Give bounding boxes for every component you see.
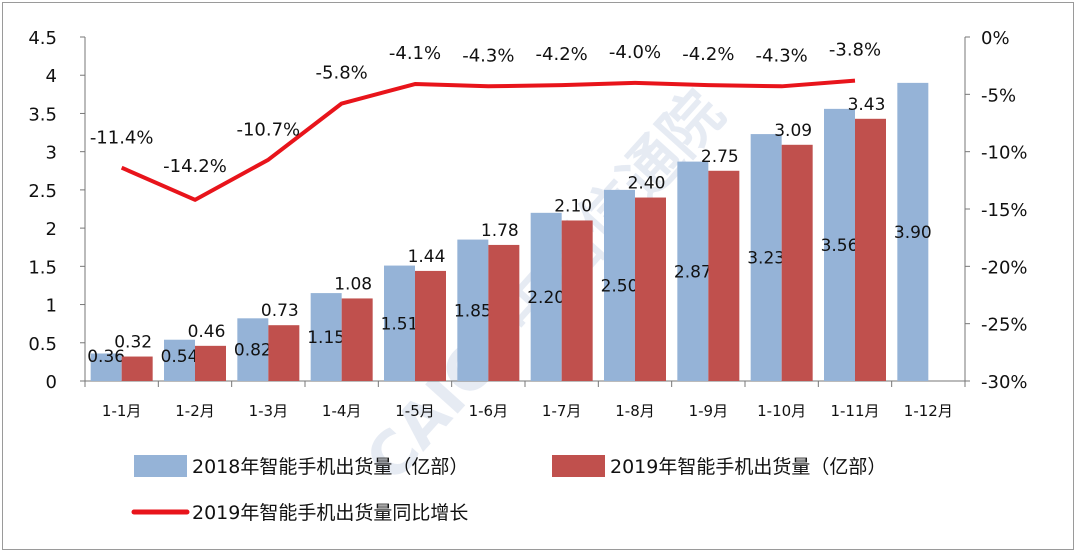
- growth-label: -4.2%: [536, 44, 588, 65]
- data-label-2019: 0.73: [261, 301, 299, 321]
- data-label-2019: 1.78: [481, 221, 519, 241]
- x-tick-label: 1-7月: [542, 402, 582, 420]
- bar-2018: [604, 189, 635, 381]
- growth-label: -11.4%: [90, 128, 154, 149]
- y-tick-label: 0.5: [28, 334, 57, 355]
- data-label-2018: 0.82: [234, 341, 272, 361]
- bar-2019: [488, 244, 520, 381]
- bar-2018: [677, 161, 709, 381]
- bar-2019: [268, 325, 300, 381]
- y-tick-label: 2: [46, 219, 57, 240]
- data-label-2019: 3.43: [848, 95, 886, 115]
- data-label-2018: 1.51: [381, 314, 419, 334]
- growth-label: -4.0%: [609, 42, 661, 63]
- y-tick-label: 0: [46, 372, 57, 393]
- data-label-2019: 2.75: [701, 147, 739, 167]
- data-label-2019: 1.44: [408, 247, 446, 267]
- bar-2018: [310, 293, 342, 381]
- bar-2019: [635, 197, 666, 381]
- data-label-2019: 3.09: [774, 121, 812, 141]
- bar-2018: [457, 239, 489, 381]
- bar-2019: [561, 220, 593, 381]
- y2-tick-label: -5%: [981, 85, 1016, 106]
- growth-label: -4.3%: [756, 45, 808, 66]
- y-tick-label: 1.5: [28, 257, 57, 278]
- y2-tick-label: 0%: [981, 28, 1010, 49]
- bar-2018: [897, 82, 929, 381]
- y-tick-label: 4.5: [28, 28, 57, 49]
- data-label-2018: 1.85: [454, 301, 492, 321]
- x-tick-label: 1-8月: [615, 402, 655, 420]
- x-tick-label: 1-9月: [689, 402, 729, 420]
- data-label-2018: 2.50: [601, 276, 639, 296]
- data-label-2019: 2.40: [628, 174, 666, 194]
- x-tick-label: 1-1月: [102, 402, 142, 420]
- x-tick-label: 1-4月: [322, 402, 362, 420]
- y2-tick-label: -20%: [981, 257, 1028, 278]
- x-tick-label: 1-6月: [469, 402, 509, 420]
- data-label-2019: 2.10: [554, 196, 592, 216]
- growth-label: -3.8%: [829, 40, 881, 61]
- y-tick-label: 4: [46, 66, 57, 87]
- x-tick-label: 1-2月: [175, 402, 215, 420]
- data-label-2018: 3.56: [821, 236, 859, 256]
- bar-2019: [121, 356, 153, 381]
- legend-label-growth: 2019年智能手机出货量同比增长: [192, 502, 468, 524]
- chart-frame: [2, 2, 1074, 550]
- data-label-2018: 2.87: [674, 262, 712, 282]
- legend-swatch-2018: [134, 455, 187, 477]
- y-tick-label: 3.5: [28, 104, 57, 125]
- y-tick-label: 2.5: [28, 181, 57, 202]
- data-label-2018: 1.15: [307, 328, 345, 348]
- bar-2019: [781, 144, 813, 381]
- bar-2019: [341, 298, 373, 381]
- bar-2018: [90, 353, 122, 381]
- y-tick-label: 3: [46, 143, 57, 164]
- growth-label: -10.7%: [236, 120, 300, 141]
- bar-2019: [415, 270, 446, 381]
- data-label-2019: 0.32: [114, 333, 152, 353]
- bar-2019: [195, 345, 226, 381]
- bar-2019: [855, 118, 886, 381]
- y2-tick-label: -15%: [981, 200, 1028, 221]
- data-label-2018: 0.54: [161, 347, 199, 367]
- bar-2018: [164, 339, 195, 381]
- x-tick-label: 1-5月: [395, 402, 435, 420]
- legend-swatch-2019: [552, 455, 605, 477]
- legend-label-2018: 2018年智能手机出货量（亿部）: [192, 456, 468, 478]
- x-tick-label: 1-10月: [757, 402, 806, 420]
- legend-label-2019: 2019年智能手机出货量（亿部）: [610, 456, 886, 478]
- data-label-2018: 3.90: [894, 223, 932, 243]
- y2-tick-label: -25%: [981, 315, 1028, 336]
- growth-label: -14.2%: [163, 156, 227, 177]
- bar-2018: [530, 212, 562, 381]
- bar-2018: [750, 134, 782, 381]
- y-tick-label: 1: [46, 296, 57, 317]
- data-label-2018: 2.20: [527, 288, 565, 308]
- bar-2018: [237, 318, 269, 381]
- data-label-2018: 3.23: [747, 249, 785, 269]
- growth-label: -4.1%: [389, 43, 441, 64]
- y2-tick-label: -30%: [981, 372, 1028, 393]
- growth-label: -4.3%: [462, 45, 514, 66]
- growth-label: -5.8%: [316, 63, 368, 84]
- data-label-2019: 1.08: [334, 274, 372, 294]
- x-tick-label: 1-12月: [904, 402, 953, 420]
- data-label-2019: 0.46: [188, 322, 226, 342]
- growth-line: [120, 78, 856, 202]
- growth-label: -4.2%: [682, 44, 734, 65]
- data-label-2018: 0.36: [87, 347, 125, 367]
- x-tick-label: 1-3月: [249, 402, 289, 420]
- y2-tick-label: -10%: [981, 143, 1028, 164]
- bar-2018: [384, 265, 415, 381]
- bar-2018: [824, 108, 855, 381]
- x-tick-label: 1-11月: [830, 402, 879, 420]
- bar-2019: [708, 170, 740, 381]
